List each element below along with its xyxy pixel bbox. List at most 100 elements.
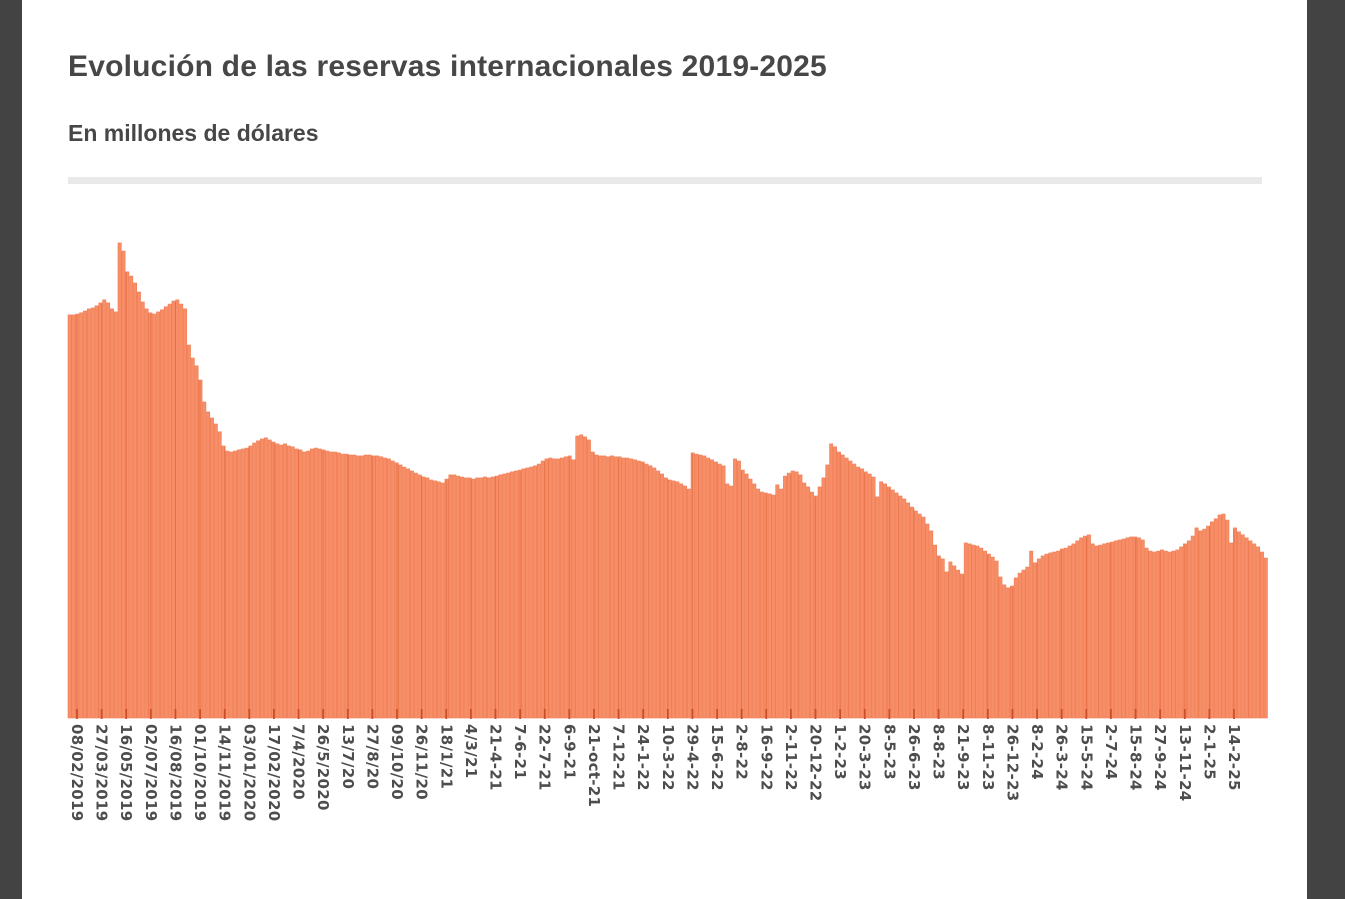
x-axis-label: 15-6-22 xyxy=(708,724,726,791)
gridlines-group xyxy=(76,272,1235,718)
x-axis-label: 27/8/20 xyxy=(363,724,381,789)
bar xyxy=(544,458,549,719)
bar xyxy=(86,308,91,719)
bar xyxy=(736,460,741,719)
bar xyxy=(436,481,441,719)
bar xyxy=(1263,557,1268,719)
bar xyxy=(663,477,668,719)
bar xyxy=(356,455,361,719)
x-axis-label: 26-6-23 xyxy=(905,724,923,791)
bar xyxy=(986,553,991,719)
bar xyxy=(929,530,934,719)
x-axis-label: 7/4/2020 xyxy=(290,724,308,800)
bar xyxy=(633,459,637,719)
bar xyxy=(794,471,799,719)
bar xyxy=(744,473,749,719)
x-axis-label: 4/3/21 xyxy=(462,724,480,779)
x-axis-label: 02/07/2019 xyxy=(142,724,160,821)
bar xyxy=(225,450,230,719)
x-axis-label: 14-2-25 xyxy=(1225,724,1243,791)
x-axis-label: 27-9-24 xyxy=(1151,724,1169,791)
bar xyxy=(340,453,345,719)
bar xyxy=(310,448,314,719)
bar xyxy=(1113,540,1118,719)
bar xyxy=(560,457,564,719)
bar xyxy=(840,454,845,719)
bar xyxy=(83,310,87,719)
bar xyxy=(371,455,376,719)
bar xyxy=(686,488,691,719)
bar xyxy=(994,560,999,719)
bar xyxy=(810,491,814,719)
x-axis-label: 10-3-22 xyxy=(659,724,677,791)
x-axis-label: 27/03/2019 xyxy=(93,724,111,821)
bar xyxy=(136,291,141,719)
bar xyxy=(783,475,787,719)
bar xyxy=(410,470,414,719)
bar xyxy=(536,463,541,719)
bar xyxy=(829,443,834,719)
bar xyxy=(433,480,437,719)
bar xyxy=(1002,584,1007,719)
bar xyxy=(171,300,176,719)
bar xyxy=(875,496,880,719)
bar xyxy=(898,495,903,719)
bar xyxy=(1179,546,1184,719)
bar xyxy=(940,558,945,719)
chart-subtitle: En millones de dólares xyxy=(68,120,319,146)
bar xyxy=(229,451,234,719)
x-axis-label: 8-8-23 xyxy=(930,724,948,780)
bar xyxy=(660,473,664,719)
x-axis-label: 09/10/20 xyxy=(388,724,406,800)
bar xyxy=(1186,540,1191,719)
bar xyxy=(975,545,980,719)
bar xyxy=(598,455,603,719)
bar xyxy=(452,474,457,719)
bar xyxy=(702,455,707,719)
bar xyxy=(329,451,334,719)
bar xyxy=(671,480,676,719)
bar xyxy=(856,466,861,719)
bar xyxy=(460,476,464,719)
bar xyxy=(1198,530,1203,719)
bar xyxy=(552,458,557,719)
bar xyxy=(667,479,672,719)
bar xyxy=(402,466,407,719)
bar xyxy=(363,454,368,719)
bar xyxy=(1017,572,1022,719)
bar xyxy=(906,502,911,719)
bar xyxy=(279,444,284,719)
bar xyxy=(502,473,507,719)
bar xyxy=(1225,519,1230,719)
bar xyxy=(706,457,711,719)
bar xyxy=(379,456,384,719)
header-divider xyxy=(68,177,1262,184)
right-frame xyxy=(1307,0,1345,899)
bar xyxy=(890,489,895,719)
bar xyxy=(1229,542,1234,719)
bar xyxy=(406,468,411,719)
x-axis-label: 7-6-21 xyxy=(511,724,529,780)
bar xyxy=(629,458,634,719)
x-axis-label: 2-8-22 xyxy=(733,724,751,780)
bar xyxy=(948,561,953,719)
x-axis-label: 7-12-21 xyxy=(610,724,628,791)
bar xyxy=(606,456,611,719)
x-axis-labels-group: 08/02/2019 27/03/2019 16/05/2019 02/07/2019… xyxy=(68,724,1243,821)
bar xyxy=(1098,544,1103,719)
bar xyxy=(475,477,480,719)
bar xyxy=(548,457,553,719)
bar xyxy=(425,477,430,719)
bar xyxy=(233,450,237,719)
bar xyxy=(390,460,395,719)
bar xyxy=(1071,543,1076,719)
bar xyxy=(413,472,418,719)
bar xyxy=(710,459,714,719)
bar xyxy=(1167,551,1172,719)
bar xyxy=(94,305,99,719)
x-axis-label: 03/01/2020 xyxy=(240,724,258,821)
x-axis-label: 24-1-22 xyxy=(634,724,652,791)
bar xyxy=(202,401,207,719)
bar xyxy=(1210,521,1214,719)
